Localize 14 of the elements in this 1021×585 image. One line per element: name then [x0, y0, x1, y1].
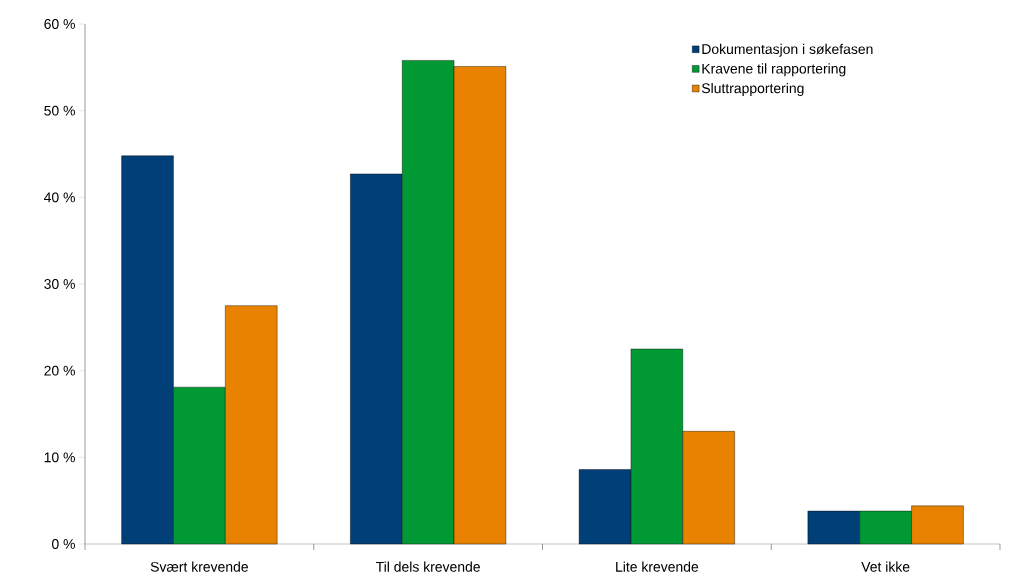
y-tick-label: 50 % — [44, 105, 75, 116]
x-tick-label: Svært krevende — [150, 561, 248, 572]
y-tick-label: 30 % — [44, 279, 75, 289]
x-tick-label: Vet ikke — [861, 561, 910, 572]
y-tick-label: 60 % — [44, 19, 75, 29]
legend-label: Kravene til rapportering — [702, 63, 846, 77]
y-tick-label: 20 % — [44, 365, 75, 376]
y-tick-label: 0 % — [51, 539, 75, 549]
x-tick-label: Lite krevende — [616, 561, 699, 572]
legend-label: Dokumentasjon i søkefasen — [702, 43, 873, 57]
y-tick-label: 40 % — [44, 192, 75, 203]
y-tick-label: 10 % — [44, 452, 75, 463]
x-tick-label: Til dels krevende — [375, 561, 480, 572]
legend-label: Sluttrapportering — [701, 82, 804, 96]
